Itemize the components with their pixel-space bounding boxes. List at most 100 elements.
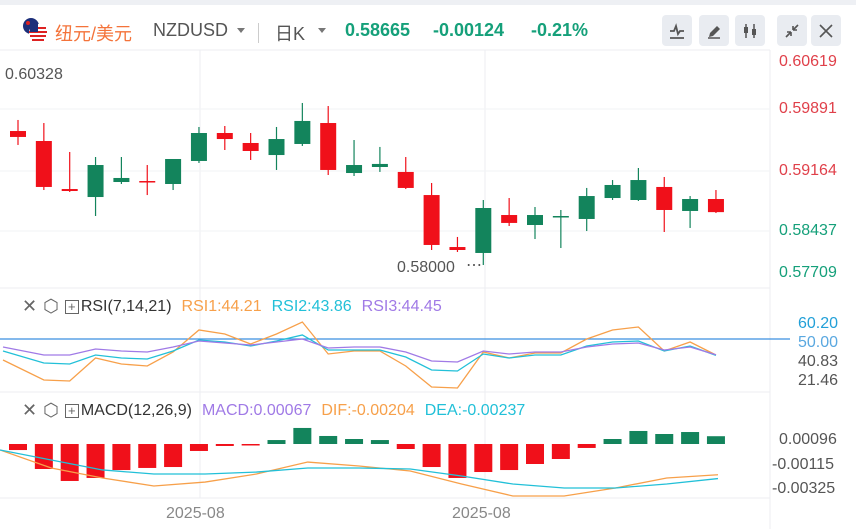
macd-axis-label: -0.00325 bbox=[772, 480, 836, 497]
macd-histogram-bar bbox=[319, 435, 338, 444]
macd-histogram-bar bbox=[603, 439, 622, 444]
price-change-pct: -0.21% bbox=[531, 20, 589, 40]
macd-histogram-bar bbox=[345, 439, 364, 444]
candle-type-icon bbox=[744, 23, 756, 38]
candle-body bbox=[242, 142, 259, 151]
settings-macd-icon[interactable]: ⬡ bbox=[43, 400, 59, 420]
rsi1-value: RSI1:44.21 bbox=[181, 297, 262, 315]
dea-value: DEA:-0.00237 bbox=[424, 401, 526, 419]
macd-histogram-bar bbox=[215, 444, 234, 446]
candle-body bbox=[190, 133, 207, 161]
macd-histogram-bar bbox=[60, 444, 79, 481]
price-change: -0.00124 bbox=[433, 20, 505, 40]
candle-body bbox=[552, 216, 569, 218]
macd-histogram-bar bbox=[500, 444, 519, 471]
macd-histogram-bar bbox=[577, 444, 596, 448]
macd-dea_line bbox=[0, 449, 719, 489]
candle-body bbox=[707, 199, 724, 213]
candle-body bbox=[501, 215, 518, 223]
macd-value: MACD:0.00067 bbox=[201, 401, 312, 419]
rsi-axis-label: 50.00 bbox=[798, 334, 839, 351]
low-price-label: 0.58000 bbox=[397, 259, 455, 276]
close-button[interactable] bbox=[811, 15, 841, 46]
macd-histogram-bar bbox=[86, 444, 105, 478]
close-icon bbox=[819, 23, 833, 38]
draw-button[interactable] bbox=[699, 15, 729, 46]
candle-body bbox=[10, 131, 26, 137]
macd-header: ✕ ⬡ + MACD(12,26,9) MACD:0.00067 DIF:-0.… bbox=[22, 400, 525, 421]
period-dropdown-icon[interactable] bbox=[318, 28, 326, 33]
macd-histogram-bar bbox=[629, 430, 648, 444]
close-rsi-icon[interactable]: ✕ bbox=[22, 296, 38, 316]
macd-histogram-bar bbox=[241, 444, 260, 446]
macd-axis-label: 0.00096 bbox=[779, 431, 837, 448]
macd-histogram-bar bbox=[706, 436, 725, 444]
macd-histogram-bar bbox=[655, 434, 674, 444]
candle-body bbox=[656, 186, 673, 210]
rsi-line-s2 bbox=[2, 334, 717, 372]
settings-rsi-icon[interactable]: ⬡ bbox=[43, 296, 59, 316]
candle-body bbox=[87, 165, 104, 198]
candle-body bbox=[139, 181, 156, 183]
high-price-label: 0.60328 bbox=[5, 66, 63, 83]
candle-body bbox=[578, 196, 595, 219]
price-axis-label: 0.57709 bbox=[779, 264, 837, 281]
x-axis-label: 2025-08 bbox=[166, 505, 225, 522]
x-axis-label: 2025-08 bbox=[452, 505, 511, 522]
candle-type-button[interactable] bbox=[735, 15, 765, 46]
candle-body bbox=[320, 123, 337, 170]
macd-histogram-bar bbox=[396, 444, 415, 449]
candle-body bbox=[604, 184, 621, 199]
macd-histogram-bar bbox=[422, 444, 441, 468]
candle-body bbox=[475, 208, 492, 253]
macd-histogram-bar bbox=[293, 427, 312, 444]
macd-histogram-bar bbox=[474, 444, 493, 473]
macd-dif_line bbox=[0, 449, 719, 497]
top-strip bbox=[0, 0, 856, 5]
candle-body bbox=[682, 199, 699, 211]
rsi-axis-label: 60.20 bbox=[798, 315, 839, 332]
macd-histogram-bar bbox=[681, 432, 700, 444]
expand-rsi-icon[interactable]: + bbox=[64, 299, 79, 314]
candle-body bbox=[397, 171, 414, 188]
rsi3-value: RSI3:44.45 bbox=[361, 297, 442, 315]
pair-name-cn[interactable]: 纽元/美元 bbox=[55, 24, 133, 44]
candle-body bbox=[61, 189, 78, 192]
rsi-title: RSI(7,14,21) bbox=[80, 297, 172, 315]
macd-histogram-bar bbox=[112, 444, 131, 471]
price-axis-label: 0.58437 bbox=[779, 222, 837, 239]
close-macd-icon[interactable]: ✕ bbox=[22, 400, 38, 420]
rsi-line-s1 bbox=[2, 321, 717, 389]
macd-axis-label: -0.00115 bbox=[772, 456, 834, 473]
macd-histogram-bar bbox=[551, 444, 570, 459]
low-price-dots: ⋯ bbox=[466, 257, 482, 274]
candle-body bbox=[165, 158, 182, 184]
period-select[interactable]: 日K bbox=[275, 24, 306, 44]
candle-body bbox=[346, 165, 363, 174]
macd-histogram-bar bbox=[34, 444, 53, 469]
price-axis-label: 0.59891 bbox=[779, 100, 837, 117]
rsi-axis-label: 40.83 bbox=[798, 353, 839, 370]
pair-code[interactable]: NZDUSD bbox=[153, 20, 228, 40]
dif-value: DIF:-0.00204 bbox=[321, 401, 415, 419]
macd-histogram-bar bbox=[448, 444, 467, 478]
indicator-button[interactable] bbox=[662, 15, 692, 46]
indicator-icon bbox=[670, 22, 684, 39]
candle-body bbox=[449, 247, 466, 250]
candle-body bbox=[630, 180, 647, 200]
nzd-usd-flag-icon bbox=[23, 18, 47, 42]
draw-icon bbox=[708, 25, 720, 39]
rsi-axis-label: 21.46 bbox=[798, 372, 839, 389]
macd-histogram-bar bbox=[267, 440, 286, 444]
pair-dropdown-icon[interactable] bbox=[237, 28, 245, 33]
candle-body bbox=[216, 133, 233, 140]
price-axis-label: 0.60619 bbox=[779, 53, 837, 70]
chart-header: 纽元/美元 NZDUSD 日K 0.58665 -0.00124 -0.21% bbox=[0, 5, 856, 50]
macd-histogram-bar bbox=[189, 444, 208, 451]
rsi2-value: RSI2:43.86 bbox=[271, 297, 352, 315]
collapse-button[interactable] bbox=[777, 15, 807, 46]
expand-macd-icon[interactable]: + bbox=[64, 403, 79, 418]
rsi-line-s3 bbox=[2, 338, 717, 363]
macd-histogram-bar bbox=[526, 444, 544, 464]
